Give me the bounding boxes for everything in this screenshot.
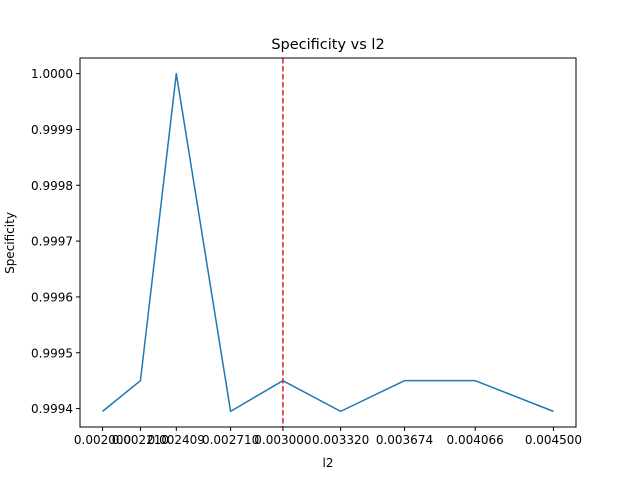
x-tick-label: 0.002210 bbox=[112, 433, 169, 447]
x-tick-label: 0.003000 bbox=[254, 433, 311, 447]
y-tick-label: 1.0000 bbox=[31, 67, 73, 81]
y-tick-label: 0.9999 bbox=[31, 123, 73, 137]
y-tick-label: 0.9994 bbox=[31, 402, 73, 416]
x-axis: 0.0020000.0022100.0024090.0027100.003000… bbox=[74, 427, 582, 447]
axes-frame bbox=[79, 57, 577, 428]
x-axis-label: l2 bbox=[323, 456, 334, 470]
y-tick-label: 0.9996 bbox=[31, 290, 73, 304]
plot-area bbox=[102, 58, 554, 427]
y-tick-label: 0.9998 bbox=[31, 179, 73, 193]
x-tick-label: 0.004500 bbox=[525, 433, 582, 447]
chart-title: Specificity vs l2 bbox=[271, 37, 384, 53]
y-axis: 0.9994 0.9995 0.9996 0.9997 0.9998 0.9999 1.00… bbox=[31, 67, 80, 416]
x-tick-label: 0.004066 bbox=[447, 433, 504, 447]
x-tick-label: 0.002000 bbox=[74, 433, 131, 447]
y-tick-label: 0.9995 bbox=[31, 346, 73, 360]
x-tick-label: 0.003674 bbox=[376, 433, 433, 447]
y-tick-label: 0.9997 bbox=[31, 235, 73, 249]
y-axis-label: Specificity bbox=[3, 212, 17, 274]
x-tick-label: 0.002710 bbox=[202, 433, 259, 447]
x-tick-label: 0.002409 bbox=[148, 433, 205, 447]
x-tick-label: 0.003320 bbox=[312, 433, 369, 447]
